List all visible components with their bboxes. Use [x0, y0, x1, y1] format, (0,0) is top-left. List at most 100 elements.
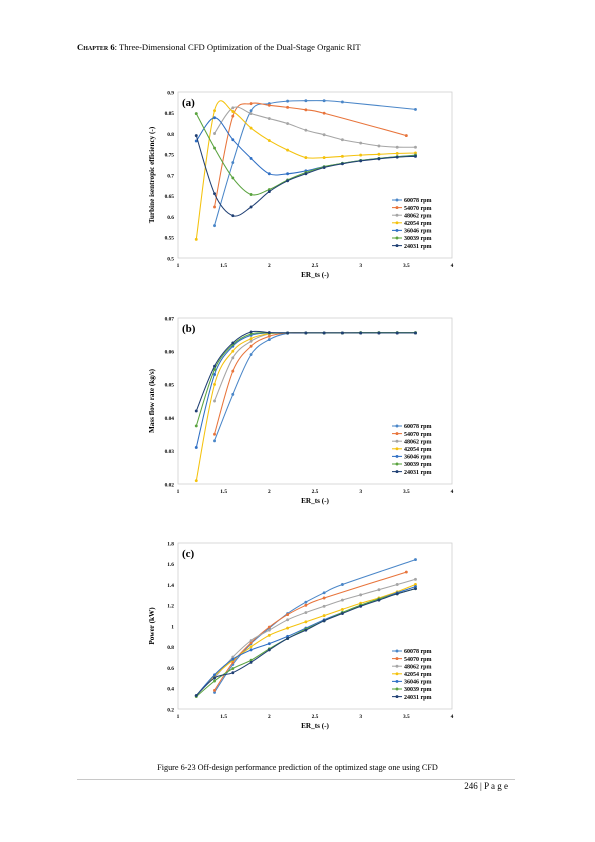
- data-point: [377, 152, 381, 156]
- data-point: [267, 338, 271, 342]
- legend-marker: [395, 664, 399, 668]
- data-point: [414, 558, 417, 562]
- data-point: [194, 139, 198, 143]
- data-point: [231, 110, 235, 113]
- y-tick-label: 0.8: [167, 645, 174, 651]
- legend-marker: [395, 454, 399, 458]
- data-point: [359, 141, 363, 145]
- legend-entry: 54070 rpm: [404, 206, 432, 212]
- data-point: [231, 214, 235, 218]
- legend-entry: 60078 rpm: [404, 424, 432, 430]
- y-tick-label: 0.75: [165, 153, 175, 159]
- data-point: [414, 107, 417, 111]
- data-point: [231, 106, 235, 110]
- data-point: [322, 619, 326, 623]
- data-point: [249, 339, 253, 343]
- data-point: [249, 330, 253, 334]
- data-point: [322, 596, 326, 600]
- x-tick-label: 1: [177, 714, 180, 720]
- mass-flow-chart: 0.02 0.03 0.04 0.05 0.06 0.07 1 1.5 2 2.5 3 3.5 4 ER_…: [148, 316, 454, 505]
- data-point: [267, 117, 271, 121]
- legend-marker: [395, 244, 399, 248]
- data-point: [414, 577, 417, 581]
- data-point: [322, 166, 326, 169]
- y-tick-label: 1.2: [167, 604, 174, 610]
- legend-entry: 30039 rpm: [404, 687, 432, 693]
- legend-marker: [395, 228, 399, 232]
- data-point: [213, 432, 216, 436]
- data-point: [249, 648, 253, 652]
- y-tick-label: 0.6: [167, 215, 174, 221]
- data-point: [359, 601, 363, 605]
- legend-marker: [395, 672, 399, 676]
- data-point: [340, 162, 344, 166]
- data-point: [231, 369, 235, 373]
- data-point: [213, 224, 216, 228]
- legend-entry: 60078 rpm: [404, 649, 432, 655]
- x-tick-label: 2.5: [312, 263, 319, 269]
- data-point: [414, 585, 417, 589]
- x-tick-label: 2: [268, 714, 271, 720]
- x-axis-label: ER_ts (-): [301, 497, 329, 505]
- y-tick-label: 0.65: [165, 194, 175, 200]
- y-tick-label: 0.03: [165, 449, 175, 455]
- data-point: [395, 151, 399, 155]
- data-point: [322, 99, 326, 103]
- data-point: [213, 372, 216, 376]
- data-point: [395, 583, 399, 586]
- data-point: [194, 424, 198, 428]
- legend-entry: 24031 rpm: [404, 695, 432, 701]
- x-axis-label: ER_ts (-): [301, 271, 329, 279]
- chart-panel-a: 0.5 0.55 0.6 0.65 0.7 0.75 0.8 0.85 0.9 1 1.5 2 2.5 3…: [140, 86, 460, 296]
- data-point: [359, 153, 363, 157]
- y-tick-label: 0.9: [167, 90, 174, 96]
- legend-marker: [395, 695, 399, 699]
- efficiency-chart: 0.5 0.55 0.6 0.65 0.7 0.75 0.8 0.85 0.9 1 1.5 2 2.5 3…: [148, 90, 454, 279]
- data-point: [322, 604, 326, 608]
- data-point: [267, 625, 271, 629]
- data-point: [340, 154, 344, 158]
- data-point: [249, 102, 253, 106]
- data-point: [194, 446, 198, 449]
- data-point: [249, 337, 253, 341]
- data-point: [249, 353, 253, 356]
- legend-entry: 42054 rpm: [404, 221, 432, 227]
- data-point: [414, 331, 417, 335]
- x-axis-label: ER_ts (-): [301, 722, 329, 730]
- data-point: [213, 368, 216, 371]
- chart-panel-b: 0.02 0.03 0.04 0.05 0.06 0.07 1 1.5 2 2.5 3 3.5 4 ER_…: [140, 312, 460, 522]
- data-point: [286, 634, 290, 638]
- x-tick-label: 4: [451, 263, 454, 269]
- figure-caption: Figure 6-23 Off-design performance predi…: [157, 763, 438, 772]
- data-point: [231, 341, 235, 345]
- data-point: [414, 154, 417, 158]
- legend-entry: 30039 rpm: [404, 236, 432, 242]
- data-point: [340, 331, 344, 335]
- data-point: [304, 156, 308, 160]
- data-point: [359, 593, 363, 597]
- panel-label: (b): [182, 323, 196, 335]
- legend-marker: [395, 432, 399, 436]
- data-point: [249, 112, 253, 116]
- data-point: [194, 237, 198, 241]
- data-point: [286, 122, 290, 125]
- data-point: [213, 399, 216, 403]
- x-tick-label: 2: [268, 489, 271, 495]
- data-point: [231, 671, 235, 675]
- legend-entry: 30039 rpm: [404, 462, 432, 468]
- data-point: [267, 103, 271, 107]
- data-point: [194, 134, 198, 138]
- data-point: [213, 382, 216, 386]
- data-point: [249, 126, 253, 130]
- data-point: [194, 479, 198, 483]
- legend-marker: [395, 649, 399, 653]
- x-tick-label: 1: [177, 489, 180, 495]
- data-point: [231, 356, 235, 360]
- data-point: [414, 151, 417, 155]
- data-point: [267, 190, 271, 194]
- legend-marker: [395, 236, 399, 240]
- data-point: [249, 193, 253, 196]
- legend-marker: [395, 447, 399, 451]
- y-axis-label: Power (kW): [148, 607, 156, 645]
- data-point: [213, 690, 216, 694]
